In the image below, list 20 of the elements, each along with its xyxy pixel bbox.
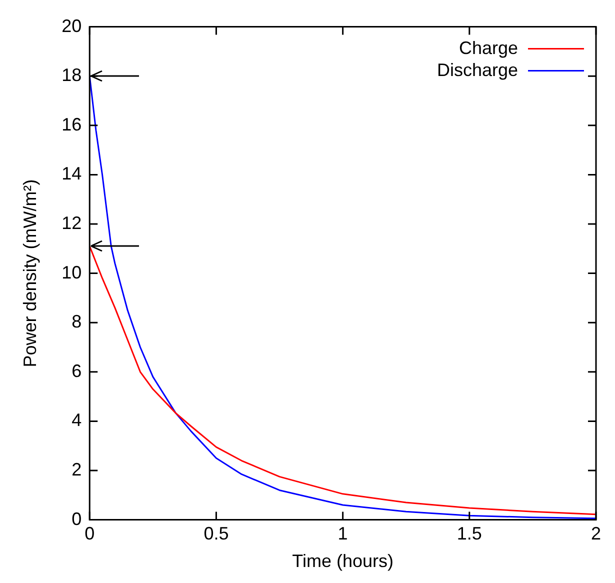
legend-label: Charge [458, 38, 518, 58]
x-tick-label: 0 [84, 524, 95, 544]
y-tick-label: 0 [72, 508, 82, 529]
y-tick-label: 8 [72, 312, 82, 332]
y-tick-label: 14 [62, 164, 82, 184]
y-tick-label: 20 [62, 16, 82, 36]
x-tick-label: 1 [338, 524, 348, 544]
x-tick-label: 0.5 [204, 524, 229, 544]
y-tick-label: 18 [62, 65, 82, 86]
x-axis-title: Time (hours) [292, 551, 394, 572]
y-tick-label: 6 [72, 360, 82, 381]
x-tick-label: 1.5 [456, 524, 482, 544]
y-axis-title: Power density (mW/m²) [20, 179, 40, 368]
y-tick-label: 2 [72, 459, 82, 480]
y-tick-label: 16 [62, 114, 82, 134]
x-tick-label: 2 [590, 524, 602, 544]
y-tick-label: 12 [62, 212, 82, 233]
y-tick-label: 4 [72, 410, 82, 430]
y-tick-label: 10 [62, 262, 82, 282]
legend-label: Discharge [436, 60, 518, 80]
